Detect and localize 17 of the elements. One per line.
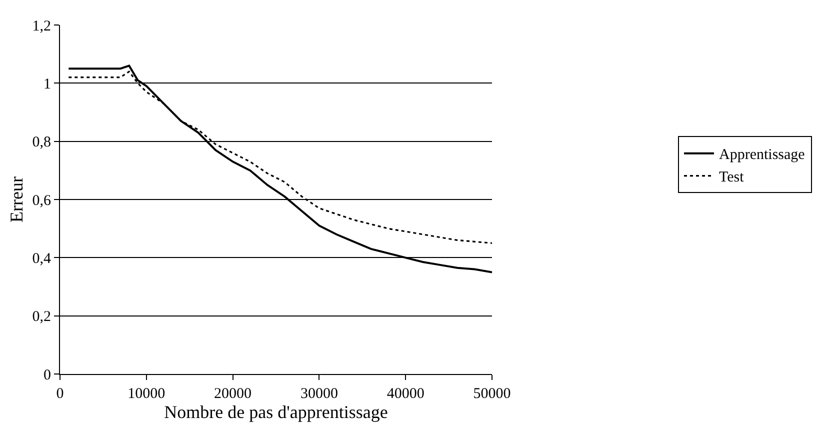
y-tick-label: 0 (44, 367, 51, 384)
y-tick-label: 0,2 (32, 309, 51, 326)
x-tick-label: 50000 (473, 386, 511, 402)
x-tick-label: 30000 (300, 386, 338, 402)
x-axis-title: Nombre de pas d'apprentissage (164, 402, 388, 422)
x-tick-label: 0 (56, 386, 64, 402)
legend-label: Test (719, 170, 745, 186)
legend-label: Apprentissage (719, 147, 806, 164)
x-tick-label: 40000 (386, 386, 424, 402)
x-tick-label: 10000 (128, 386, 166, 402)
y-tick-label: 0,8 (32, 134, 51, 151)
x-tick-label: 20000 (214, 386, 252, 402)
y-tick-label: 1,2 (32, 18, 51, 34)
y-tick-label: 1 (44, 76, 51, 92)
y-axis-title: Erreur (6, 176, 26, 222)
y-tick-label: 0,4 (32, 250, 52, 267)
y-tick-label: 0,6 (32, 192, 52, 209)
